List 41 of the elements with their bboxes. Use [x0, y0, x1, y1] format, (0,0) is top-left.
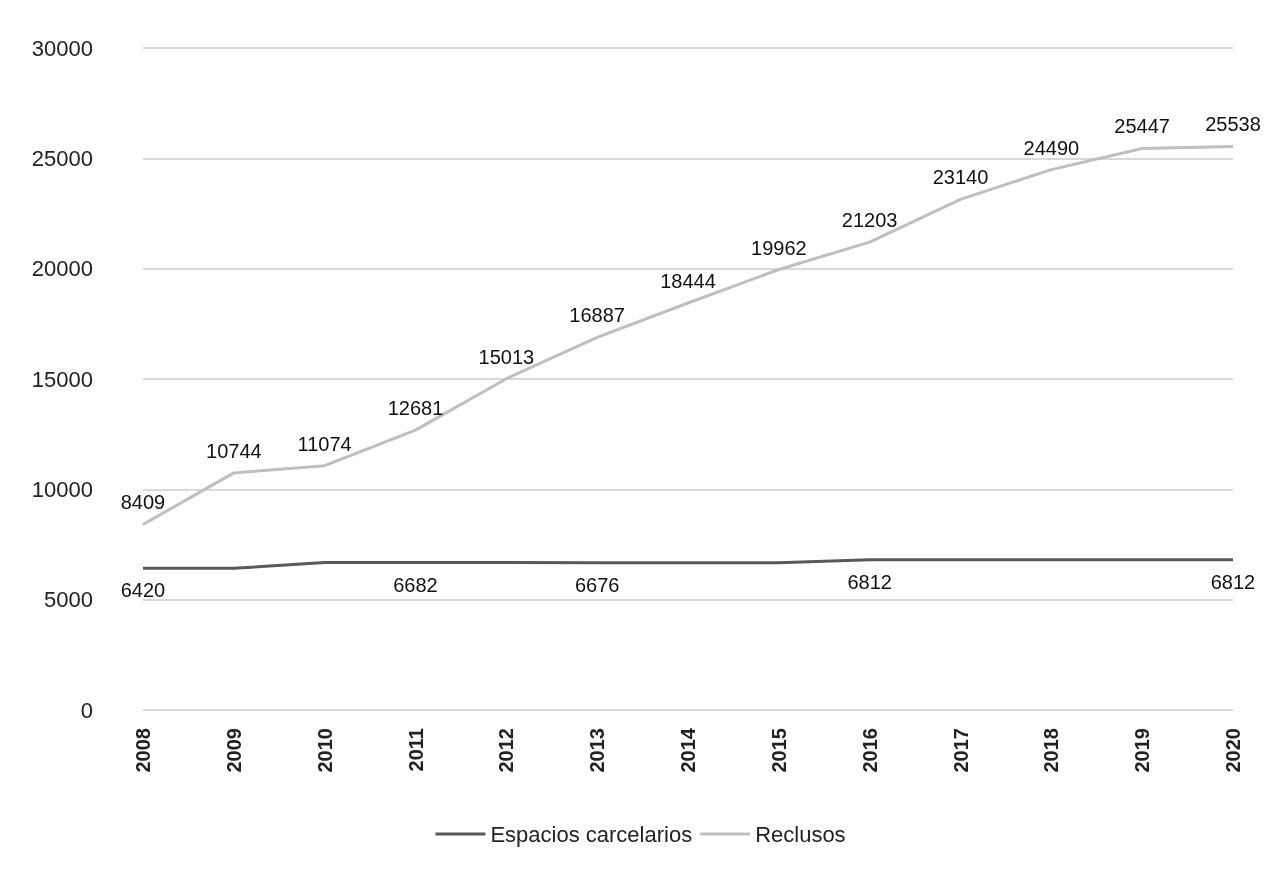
data-label: 23140	[932, 166, 989, 189]
legend-label: Reclusos	[755, 821, 846, 847]
data-label: 15013	[478, 345, 535, 368]
data-label: 10744	[206, 439, 262, 462]
y-tick-label: 20000	[31, 256, 93, 282]
line-series	[141, 558, 1235, 570]
data-label: 19962	[751, 236, 807, 259]
data-label: 6682	[393, 573, 438, 596]
x-tick-label: 2009	[222, 728, 245, 773]
x-tick-label: 2015	[767, 728, 790, 773]
y-tick-label: 5000	[44, 587, 93, 613]
data-label: 21203	[841, 209, 898, 232]
y-tick-label: 30000	[31, 35, 93, 61]
x-tick-label: 2011	[404, 728, 427, 772]
x-tick-label: 2018	[1040, 728, 1063, 773]
data-label: 6812	[847, 570, 892, 593]
x-tick-label: 2016	[858, 728, 881, 773]
data-label: 12681	[387, 397, 444, 420]
legend-label: Espacios carcelarios	[490, 821, 693, 847]
data-label: 6812	[1210, 570, 1256, 593]
x-tick-label: 2017	[949, 728, 972, 773]
x-tick-label: 2020	[1222, 728, 1244, 773]
x-tick-label: 2019	[1131, 728, 1154, 773]
x-tick-label: 2008	[132, 728, 154, 773]
y-tick-label: 25000	[31, 145, 93, 171]
data-label: 16887	[569, 304, 625, 327]
data-label: 25538	[1205, 113, 1261, 136]
data-label: 24490	[1023, 136, 1080, 159]
x-tick-label: 2014	[677, 727, 699, 773]
x-tick-label: 2012	[495, 728, 518, 773]
y-tick-label: 15000	[31, 366, 93, 392]
data-label: 18444	[660, 270, 716, 292]
x-tick-label: 2013	[586, 728, 609, 773]
y-tick-label: 10000	[31, 476, 93, 502]
data-label: 6676	[574, 573, 620, 596]
data-label: 11074	[297, 432, 352, 455]
x-tick-label: 2010	[313, 728, 336, 773]
y-tick-label: 0	[80, 697, 93, 723]
data-label: 6420	[120, 579, 166, 602]
data-label: 25447	[1114, 115, 1170, 138]
data-label: 8409	[120, 491, 166, 514]
